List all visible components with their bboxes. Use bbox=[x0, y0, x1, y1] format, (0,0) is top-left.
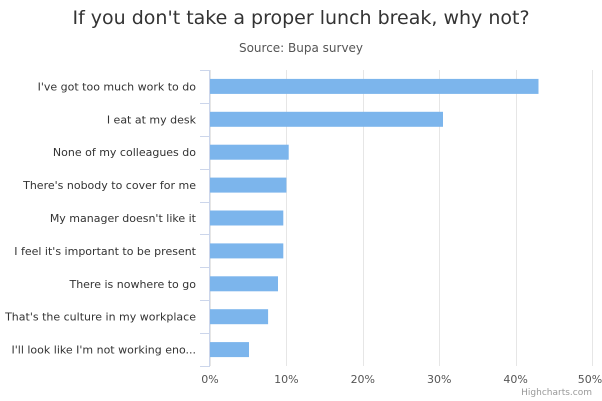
category-label: I've got too much work to do bbox=[38, 80, 197, 93]
category-label: I feel it's important to be present bbox=[14, 245, 196, 258]
bar[interactable] bbox=[210, 276, 278, 292]
category-label: I'll look like I'm not working eno... bbox=[12, 344, 197, 357]
bar[interactable] bbox=[210, 144, 289, 160]
category-label: There's nobody to cover for me bbox=[22, 179, 196, 192]
bar[interactable] bbox=[210, 309, 269, 325]
x-axis-tick-labels: 0% 10% 20% 30% 40% 50% bbox=[201, 373, 602, 386]
bar[interactable] bbox=[210, 243, 284, 259]
category-labels: I've got too much work to do I eat at my … bbox=[4, 80, 197, 356]
bar[interactable] bbox=[210, 111, 443, 127]
x-tick-label: 40% bbox=[503, 373, 527, 386]
x-tick-label: 50% bbox=[578, 373, 602, 386]
x-tick-label: 20% bbox=[351, 373, 375, 386]
bar[interactable] bbox=[210, 210, 284, 226]
x-tick-label: 10% bbox=[274, 373, 298, 386]
category-label: There is nowhere to go bbox=[68, 278, 196, 291]
chart-subtitle: Source: Bupa survey bbox=[239, 41, 363, 55]
x-tick-label: 0% bbox=[201, 373, 218, 386]
credits-link[interactable]: Highcharts.com bbox=[521, 388, 592, 398]
category-label: My manager doesn't like it bbox=[50, 212, 197, 225]
chart-title: If you don't take a proper lunch break, … bbox=[72, 7, 529, 29]
bar[interactable] bbox=[210, 342, 249, 358]
bar[interactable] bbox=[210, 78, 539, 94]
bar[interactable] bbox=[210, 177, 287, 193]
bars bbox=[210, 78, 539, 358]
category-label: I eat at my desk bbox=[107, 113, 197, 126]
x-tick-label: 30% bbox=[427, 373, 451, 386]
category-label: None of my colleagues do bbox=[53, 146, 196, 159]
category-label: That's the culture in my workplace bbox=[4, 311, 196, 324]
